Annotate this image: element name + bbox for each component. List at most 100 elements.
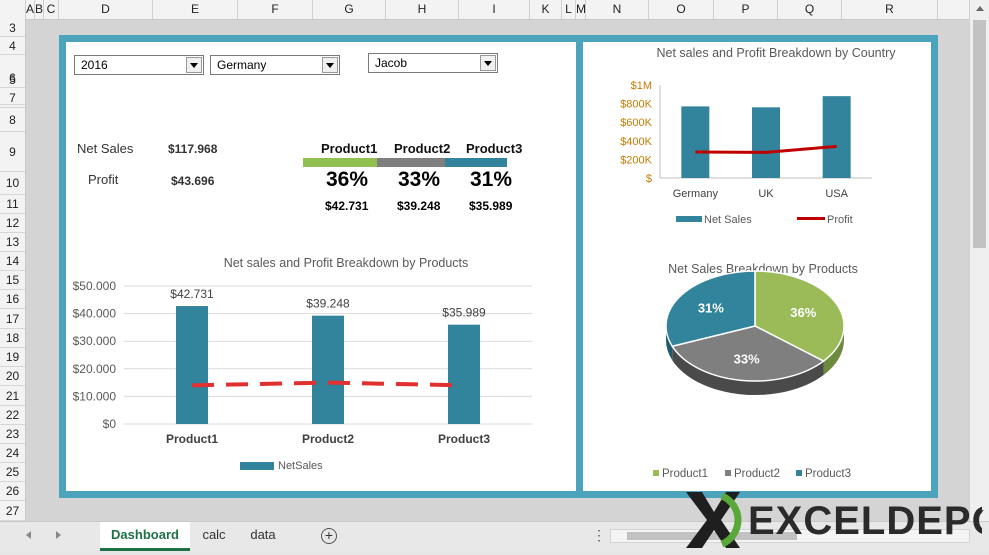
- col-header-e[interactable]: E: [153, 0, 238, 19]
- add-sheet-icon[interactable]: +: [321, 528, 337, 544]
- legend-swatch: [676, 216, 702, 222]
- col-header-b[interactable]: B: [35, 0, 44, 19]
- tab-scroll-right-icon[interactable]: [56, 531, 61, 539]
- bar-netsales[interactable]: [448, 324, 480, 424]
- country-chart[interactable]: Net sales and Profit Breakdown by Countr…: [586, 42, 932, 240]
- pie-slice-side: [672, 346, 824, 395]
- tab-data[interactable]: data: [250, 527, 276, 542]
- products-chart[interactable]: Net sales and Profit Breakdown by Produc…: [66, 248, 570, 480]
- column-header-bar: A B C D E F G H I K L M N O P Q R: [0, 0, 969, 20]
- row-header[interactable]: 12: [0, 214, 25, 233]
- x-tick-label: Germany: [673, 188, 719, 200]
- col-header-r[interactable]: R: [842, 0, 938, 19]
- exceldepo-logo-icon: EXCELDEPO: [686, 492, 989, 548]
- pie-slice[interactable]: [754, 270, 845, 362]
- row-header[interactable]: 11: [0, 195, 25, 214]
- person-dropdown-value: Jacob: [375, 56, 408, 70]
- col-header-q[interactable]: Q: [778, 0, 842, 19]
- legend-swatch: [653, 470, 659, 476]
- col-header-n[interactable]: N: [586, 0, 649, 19]
- row-header[interactable]: 18: [0, 329, 25, 348]
- chart-title: Net Sales Breakdown by Products: [668, 262, 858, 276]
- row-header[interactable]: 8: [0, 108, 25, 132]
- chevron-down-icon[interactable]: [480, 55, 496, 71]
- pie-data-label: 36%: [790, 305, 816, 320]
- col-header-l[interactable]: L: [562, 0, 576, 19]
- vertical-scrollbar[interactable]: [969, 0, 989, 521]
- product1-color-bar: [303, 158, 377, 167]
- col-header-p[interactable]: P: [714, 0, 778, 19]
- col-header-g[interactable]: G: [313, 0, 386, 19]
- row-header[interactable]: 19: [0, 348, 25, 367]
- row-header[interactable]: 17: [0, 309, 25, 329]
- pie-slice[interactable]: [665, 270, 756, 348]
- scroll-down-arrow-icon[interactable]: [976, 510, 984, 515]
- col-header-h[interactable]: H: [386, 0, 459, 19]
- profit-line[interactable]: [191, 380, 465, 388]
- more-options-icon[interactable]: ⋮: [592, 527, 606, 543]
- tab-dashboard[interactable]: Dashboard: [100, 522, 190, 551]
- row-header[interactable]: 27: [0, 501, 25, 521]
- pie-slice[interactable]: [671, 325, 825, 382]
- products-pie-chart[interactable]: Net Sales Breakdown by Products 36% 33% 31…: [600, 258, 920, 486]
- y-tick-label: $1M: [631, 80, 652, 92]
- row-header[interactable]: 23: [0, 425, 25, 444]
- chart-title: Net sales and Profit Breakdown by Produc…: [224, 256, 469, 270]
- col-header-a[interactable]: A: [26, 0, 35, 19]
- row-header[interactable]: 21: [0, 386, 25, 406]
- person-dropdown[interactable]: Jacob: [368, 53, 498, 73]
- row-header[interactable]: 13: [0, 233, 25, 252]
- scroll-thumb[interactable]: [973, 20, 986, 248]
- chevron-down-icon[interactable]: [186, 57, 202, 73]
- legend-swatch: [797, 217, 825, 220]
- profit-label: Profit: [88, 172, 119, 187]
- col-header-i[interactable]: I: [459, 0, 530, 19]
- col-header-d[interactable]: D: [59, 0, 153, 19]
- horizontal-scroll-thumb[interactable]: [627, 532, 797, 540]
- bar-net-sales[interactable]: [681, 106, 710, 178]
- col-header-c[interactable]: C: [44, 0, 59, 19]
- bar-netsales[interactable]: [312, 315, 344, 424]
- row-header[interactable]: 7: [0, 88, 25, 108]
- product2-color-bar: [377, 158, 445, 167]
- row-header[interactable]: 4: [0, 37, 25, 55]
- scroll-up-arrow-icon[interactable]: [976, 6, 984, 11]
- bar-net-sales[interactable]: [822, 96, 851, 178]
- watermark-text: EXCELDEPO: [748, 499, 982, 543]
- row-header[interactable]: 9: [0, 132, 25, 172]
- y-tick-label: $400K: [620, 136, 652, 148]
- country-dropdown[interactable]: Germany: [210, 55, 340, 75]
- pie-data-label: 33%: [734, 352, 760, 367]
- row-header[interactable]: 14: [0, 252, 25, 271]
- row-header[interactable]: 10: [0, 172, 25, 195]
- tab-calc[interactable]: calc: [202, 527, 226, 542]
- bar-data-label: $35.989: [442, 306, 486, 320]
- row-header[interactable]: 5: [0, 55, 25, 105]
- col-header-o[interactable]: O: [649, 0, 714, 19]
- row-header[interactable]: 24: [0, 444, 25, 463]
- row-header[interactable]: 26: [0, 482, 25, 501]
- year-dropdown[interactable]: 2016: [74, 55, 204, 75]
- bar-net-sales[interactable]: [752, 107, 780, 178]
- product2-heading: Product2: [394, 141, 451, 156]
- profit-line[interactable]: [695, 144, 837, 154]
- row-header[interactable]: 25: [0, 463, 25, 482]
- tab-scroll-left-icon[interactable]: [26, 531, 31, 539]
- y-tick-label: $600K: [620, 117, 652, 129]
- row-header[interactable]: 22: [0, 406, 25, 425]
- row-header[interactable]: 15: [0, 271, 25, 290]
- x-tick-label: USA: [825, 188, 848, 200]
- select-all-corner[interactable]: [0, 0, 26, 19]
- row-header[interactable]: 16: [0, 290, 25, 309]
- sheet-tab-bar: Dashboard calc data + ⋮ EXCELDEPO: [0, 492, 989, 551]
- row-header[interactable]: 3: [0, 19, 25, 37]
- col-header-m[interactable]: M: [576, 0, 586, 19]
- col-header-k[interactable]: K: [530, 0, 562, 19]
- col-header-f[interactable]: F: [238, 0, 313, 19]
- bar-data-label: $39.248: [306, 297, 350, 311]
- net-sales-label: Net Sales: [77, 141, 134, 156]
- row-header[interactable]: 20: [0, 367, 25, 386]
- row-header[interactable]: 6: [0, 69, 25, 88]
- bar-netsales[interactable]: [176, 306, 208, 424]
- chevron-down-icon[interactable]: [322, 57, 338, 73]
